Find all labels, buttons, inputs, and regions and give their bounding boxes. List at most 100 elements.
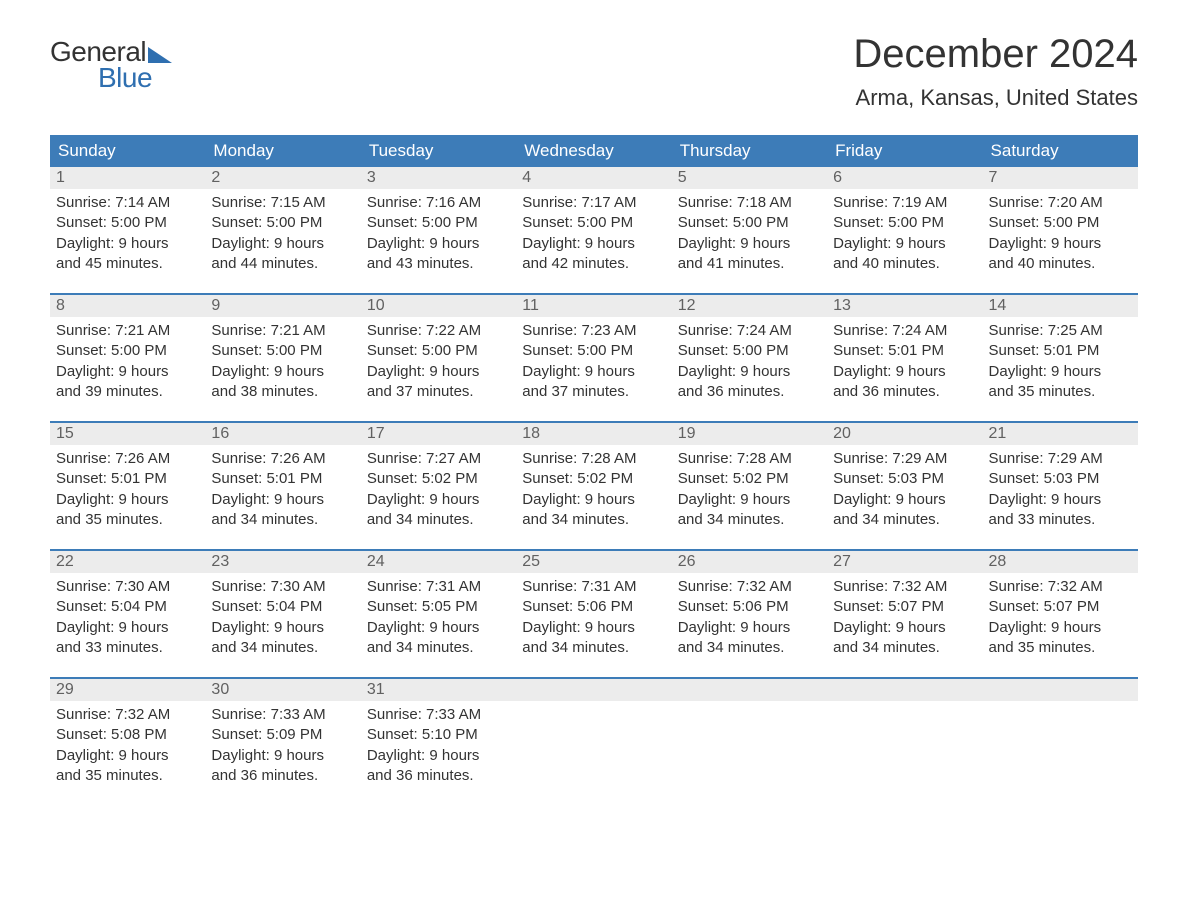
daylight-text: and 39 minutes. <box>56 382 199 402</box>
day-cell: Sunrise: 7:31 AMSunset: 5:06 PMDaylight:… <box>516 573 671 659</box>
daylight-text: Daylight: 9 hours <box>56 618 199 638</box>
day-number: 14 <box>983 295 1138 317</box>
sunrise-text: Sunrise: 7:18 AM <box>678 193 821 213</box>
sunrise-text: Sunrise: 7:29 AM <box>989 449 1132 469</box>
sunset-text: Sunset: 5:05 PM <box>367 597 510 617</box>
day-cell: Sunrise: 7:30 AMSunset: 5:04 PMDaylight:… <box>50 573 205 659</box>
daylight-text: and 33 minutes. <box>56 638 199 658</box>
day-cell: Sunrise: 7:32 AMSunset: 5:07 PMDaylight:… <box>983 573 1138 659</box>
day-number: 31 <box>361 679 516 701</box>
sunrise-text: Sunrise: 7:29 AM <box>833 449 976 469</box>
sunrise-text: Sunrise: 7:30 AM <box>211 577 354 597</box>
day-number: 24 <box>361 551 516 573</box>
day-number: 17 <box>361 423 516 445</box>
daylight-text: and 36 minutes. <box>678 382 821 402</box>
day-number: 19 <box>672 423 827 445</box>
day-number: 3 <box>361 167 516 189</box>
sunrise-text: Sunrise: 7:31 AM <box>522 577 665 597</box>
sunset-text: Sunset: 5:02 PM <box>522 469 665 489</box>
day-cell: Sunrise: 7:14 AMSunset: 5:00 PMDaylight:… <box>50 189 205 275</box>
day-body-row: Sunrise: 7:32 AMSunset: 5:08 PMDaylight:… <box>50 701 1138 787</box>
daylight-text: Daylight: 9 hours <box>211 490 354 510</box>
daylight-text: Daylight: 9 hours <box>367 362 510 382</box>
day-number: 11 <box>516 295 671 317</box>
day-number: 13 <box>827 295 982 317</box>
sunrise-text: Sunrise: 7:28 AM <box>522 449 665 469</box>
sunset-text: Sunset: 5:01 PM <box>989 341 1132 361</box>
daylight-text: and 35 minutes. <box>989 382 1132 402</box>
daylight-text: Daylight: 9 hours <box>833 234 976 254</box>
sunrise-text: Sunrise: 7:32 AM <box>989 577 1132 597</box>
daylight-text: Daylight: 9 hours <box>989 490 1132 510</box>
sunset-text: Sunset: 5:08 PM <box>56 725 199 745</box>
sunset-text: Sunset: 5:00 PM <box>56 341 199 361</box>
calendar-week: 22232425262728Sunrise: 7:30 AMSunset: 5:… <box>50 549 1138 659</box>
day-number: 12 <box>672 295 827 317</box>
daylight-text: and 34 minutes. <box>211 638 354 658</box>
day-cell: Sunrise: 7:32 AMSunset: 5:06 PMDaylight:… <box>672 573 827 659</box>
day-cell: Sunrise: 7:15 AMSunset: 5:00 PMDaylight:… <box>205 189 360 275</box>
sunset-text: Sunset: 5:01 PM <box>833 341 976 361</box>
sunrise-text: Sunrise: 7:26 AM <box>211 449 354 469</box>
day-cell: Sunrise: 7:33 AMSunset: 5:09 PMDaylight:… <box>205 701 360 787</box>
daylight-text: Daylight: 9 hours <box>522 618 665 638</box>
daylight-text: Daylight: 9 hours <box>56 234 199 254</box>
sunrise-text: Sunrise: 7:19 AM <box>833 193 976 213</box>
sunset-text: Sunset: 5:01 PM <box>56 469 199 489</box>
daylight-text: and 34 minutes. <box>522 638 665 658</box>
calendar-week: 293031Sunrise: 7:32 AMSunset: 5:08 PMDay… <box>50 677 1138 787</box>
day-cell: Sunrise: 7:24 AMSunset: 5:01 PMDaylight:… <box>827 317 982 403</box>
sunrise-text: Sunrise: 7:22 AM <box>367 321 510 341</box>
daylight-text: and 34 minutes. <box>678 638 821 658</box>
sunset-text: Sunset: 5:09 PM <box>211 725 354 745</box>
sunrise-text: Sunrise: 7:23 AM <box>522 321 665 341</box>
sunset-text: Sunset: 5:07 PM <box>833 597 976 617</box>
day-number-row: 891011121314 <box>50 295 1138 317</box>
daylight-text: Daylight: 9 hours <box>522 234 665 254</box>
daylight-text: Daylight: 9 hours <box>211 746 354 766</box>
day-number: 8 <box>50 295 205 317</box>
calendar-week: 15161718192021Sunrise: 7:26 AMSunset: 5:… <box>50 421 1138 531</box>
dow-monday: Monday <box>205 135 360 167</box>
day-cell <box>516 701 671 787</box>
daylight-text: Daylight: 9 hours <box>522 362 665 382</box>
sunset-text: Sunset: 5:00 PM <box>989 213 1132 233</box>
day-number: 16 <box>205 423 360 445</box>
days-of-week-header: Sunday Monday Tuesday Wednesday Thursday… <box>50 135 1138 167</box>
day-cell: Sunrise: 7:19 AMSunset: 5:00 PMDaylight:… <box>827 189 982 275</box>
day-cell <box>983 701 1138 787</box>
day-number-row: 1234567 <box>50 167 1138 189</box>
calendar-week: 891011121314Sunrise: 7:21 AMSunset: 5:00… <box>50 293 1138 403</box>
day-cell: Sunrise: 7:22 AMSunset: 5:00 PMDaylight:… <box>361 317 516 403</box>
day-cell: Sunrise: 7:28 AMSunset: 5:02 PMDaylight:… <box>672 445 827 531</box>
day-cell: Sunrise: 7:16 AMSunset: 5:00 PMDaylight:… <box>361 189 516 275</box>
daylight-text: and 35 minutes. <box>989 638 1132 658</box>
day-number: 1 <box>50 167 205 189</box>
day-number: 15 <box>50 423 205 445</box>
sunset-text: Sunset: 5:04 PM <box>56 597 199 617</box>
daylight-text: Daylight: 9 hours <box>56 490 199 510</box>
day-number: 7 <box>983 167 1138 189</box>
daylight-text: Daylight: 9 hours <box>367 746 510 766</box>
day-body-row: Sunrise: 7:14 AMSunset: 5:00 PMDaylight:… <box>50 189 1138 275</box>
daylight-text: Daylight: 9 hours <box>211 234 354 254</box>
daylight-text: Daylight: 9 hours <box>833 618 976 638</box>
sunset-text: Sunset: 5:04 PM <box>211 597 354 617</box>
day-number: 26 <box>672 551 827 573</box>
daylight-text: and 33 minutes. <box>989 510 1132 530</box>
sunrise-text: Sunrise: 7:25 AM <box>989 321 1132 341</box>
day-number <box>672 679 827 701</box>
day-number: 28 <box>983 551 1138 573</box>
sunrise-text: Sunrise: 7:33 AM <box>367 705 510 725</box>
dow-tuesday: Tuesday <box>361 135 516 167</box>
daylight-text: and 34 minutes. <box>367 638 510 658</box>
daylight-text: Daylight: 9 hours <box>678 362 821 382</box>
sunrise-text: Sunrise: 7:24 AM <box>833 321 976 341</box>
daylight-text: Daylight: 9 hours <box>367 618 510 638</box>
day-cell: Sunrise: 7:20 AMSunset: 5:00 PMDaylight:… <box>983 189 1138 275</box>
day-cell: Sunrise: 7:32 AMSunset: 5:07 PMDaylight:… <box>827 573 982 659</box>
sunrise-text: Sunrise: 7:16 AM <box>367 193 510 213</box>
day-number: 22 <box>50 551 205 573</box>
daylight-text: and 43 minutes. <box>367 254 510 274</box>
day-cell: Sunrise: 7:32 AMSunset: 5:08 PMDaylight:… <box>50 701 205 787</box>
